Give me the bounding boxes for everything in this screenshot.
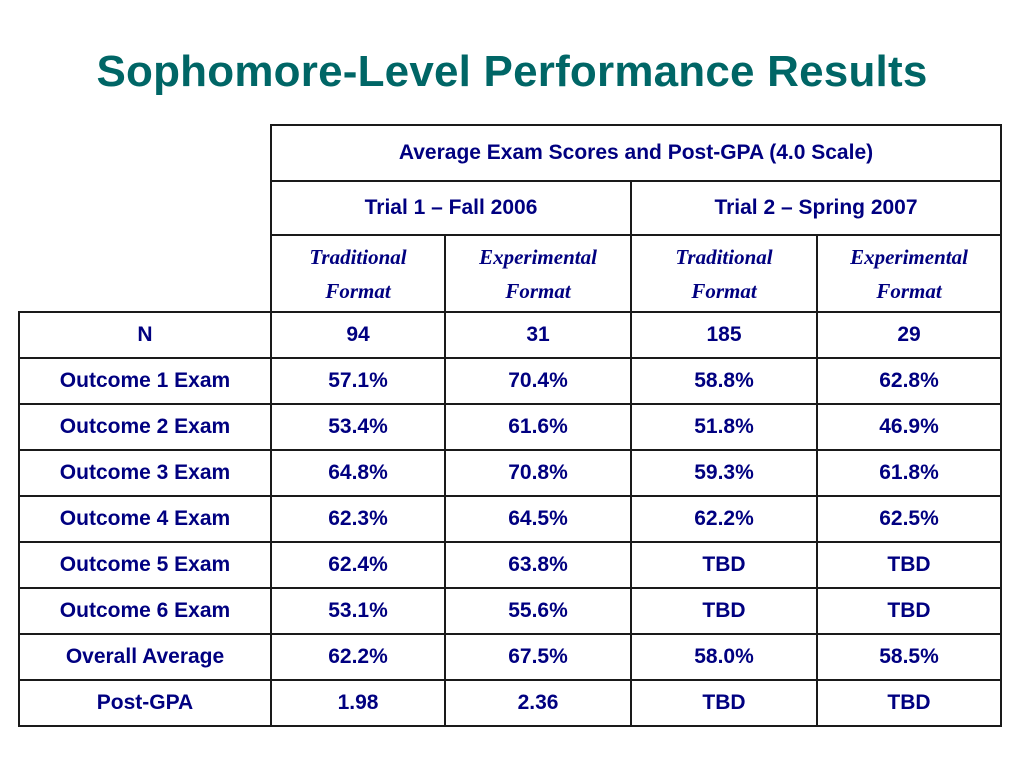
table-cell: 53.1% [270, 587, 446, 635]
table-row: Outcome 5 Exam 62.4% 63.8% TBD TBD [18, 541, 1002, 589]
table-row: Outcome 1 Exam 57.1% 70.4% 58.8% 62.8% [18, 357, 1002, 405]
table-cell: 1.98 [270, 679, 446, 727]
row-label: Outcome 5 Exam [18, 541, 272, 589]
table-cell: 57.1% [270, 357, 446, 405]
table-row: N 94 31 185 29 [18, 311, 1002, 359]
table-cell: 62.2% [630, 495, 818, 543]
table-cell: 31 [444, 311, 632, 359]
table-cell: 62.2% [270, 633, 446, 681]
table-cell: TBD [630, 587, 818, 635]
table-cell: 185 [630, 311, 818, 359]
table-cell: 62.4% [270, 541, 446, 589]
format-header-trial2-traditional: Traditional Format [630, 234, 818, 313]
table-cell: 58.8% [630, 357, 818, 405]
table-row: Overall Average 62.2% 67.5% 58.0% 58.5% [18, 633, 1002, 681]
format-header-trial1-experimental: Experimental Format [444, 234, 632, 313]
table-row: Outcome 6 Exam 53.1% 55.6% TBD TBD [18, 587, 1002, 635]
format-header-trial2-experimental: Experimental Format [816, 234, 1002, 313]
row-label: Overall Average [18, 633, 272, 681]
table-cell-highlight: 61.8% [816, 449, 1002, 497]
row-label: Outcome 4 Exam [18, 495, 272, 543]
row-label: Outcome 6 Exam [18, 587, 272, 635]
format-row: Traditional Format Experimental Format Tra… [19, 234, 1002, 313]
format-line1: Traditional [309, 244, 407, 269]
table-cell-highlight: 67.5% [444, 633, 632, 681]
format-line2: Format [876, 278, 942, 303]
table-cell-highlight: 64.5% [444, 495, 632, 543]
trial-2-header: Trial 2 – Spring 2007 [630, 180, 1002, 236]
format-line1: Experimental [479, 244, 597, 269]
table-cell: 46.9% [816, 403, 1002, 451]
table-cell: TBD [816, 679, 1002, 727]
corner-blank [19, 125, 271, 312]
table-cell: 64.8% [270, 449, 446, 497]
trial-1-header: Trial 1 – Fall 2006 [270, 180, 632, 236]
table-cell: 53.4% [270, 403, 446, 451]
header-row: Average Exam Scores and Post-GPA (4.0 Sc… [19, 124, 1002, 312]
table-cell: 94 [270, 311, 446, 359]
results-table: Average Exam Scores and Post-GPA (4.0 Sc… [18, 124, 1002, 727]
table-cell-highlight: 70.8% [444, 449, 632, 497]
row-label: Outcome 2 Exam [18, 403, 272, 451]
table-row: Outcome 4 Exam 62.3% 64.5% 62.2% 62.5% [18, 495, 1002, 543]
main-header: Average Exam Scores and Post-GPA (4.0 Sc… [270, 124, 1002, 182]
format-line1: Traditional [675, 244, 773, 269]
table-cell: TBD [630, 679, 818, 727]
table-cell-highlight: 2.36 [444, 679, 632, 727]
page-title: Sophomore-Level Performance Results [96, 47, 928, 96]
table-cell-highlight: 61.6% [444, 403, 632, 451]
table-cell: 58.0% [630, 633, 818, 681]
table-cell-highlight: 70.4% [444, 357, 632, 405]
table-cell: 59.3% [630, 449, 818, 497]
row-label: Outcome 1 Exam [18, 357, 272, 405]
row-label: N [18, 311, 272, 359]
table-cell-highlight: 58.5% [816, 633, 1002, 681]
table-cell: TBD [816, 541, 1002, 589]
table-cell-highlight: 62.5% [816, 495, 1002, 543]
row-label: Outcome 3 Exam [18, 449, 272, 497]
format-line2: Format [325, 278, 391, 303]
format-line1: Experimental [850, 244, 968, 269]
table-cell: TBD [816, 587, 1002, 635]
format-line2: Format [505, 278, 571, 303]
format-line2: Format [691, 278, 757, 303]
table-cell: 29 [816, 311, 1002, 359]
row-label: Post-GPA [18, 679, 272, 727]
table-cell: TBD [630, 541, 818, 589]
table-row: Post-GPA 1.98 2.36 TBD TBD [18, 679, 1002, 727]
table-cell-highlight: 55.6% [444, 587, 632, 635]
table-cell-highlight: 63.8% [444, 541, 632, 589]
table-row: Outcome 2 Exam 53.4% 61.6% 51.8% 46.9% [18, 403, 1002, 451]
table-cell-highlight: 62.8% [816, 357, 1002, 405]
table-row: Outcome 3 Exam 64.8% 70.8% 59.3% 61.8% [18, 449, 1002, 497]
table-cell-highlight: 51.8% [630, 403, 818, 451]
trial-row: Trial 1 – Fall 2006 Trial 2 – Spring 200… [19, 180, 1002, 236]
table-cell: 62.3% [270, 495, 446, 543]
format-header-trial1-traditional: Traditional Format [270, 234, 446, 313]
